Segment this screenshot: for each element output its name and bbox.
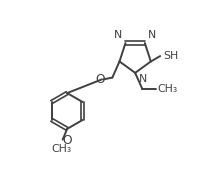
Text: CH₃: CH₃ — [52, 144, 72, 154]
Text: O: O — [62, 134, 72, 147]
Text: N: N — [114, 30, 122, 40]
Text: N: N — [139, 74, 147, 84]
Text: SH: SH — [163, 51, 178, 61]
Text: N: N — [148, 30, 156, 40]
Text: CH₃: CH₃ — [157, 84, 177, 94]
Text: O: O — [95, 73, 105, 86]
